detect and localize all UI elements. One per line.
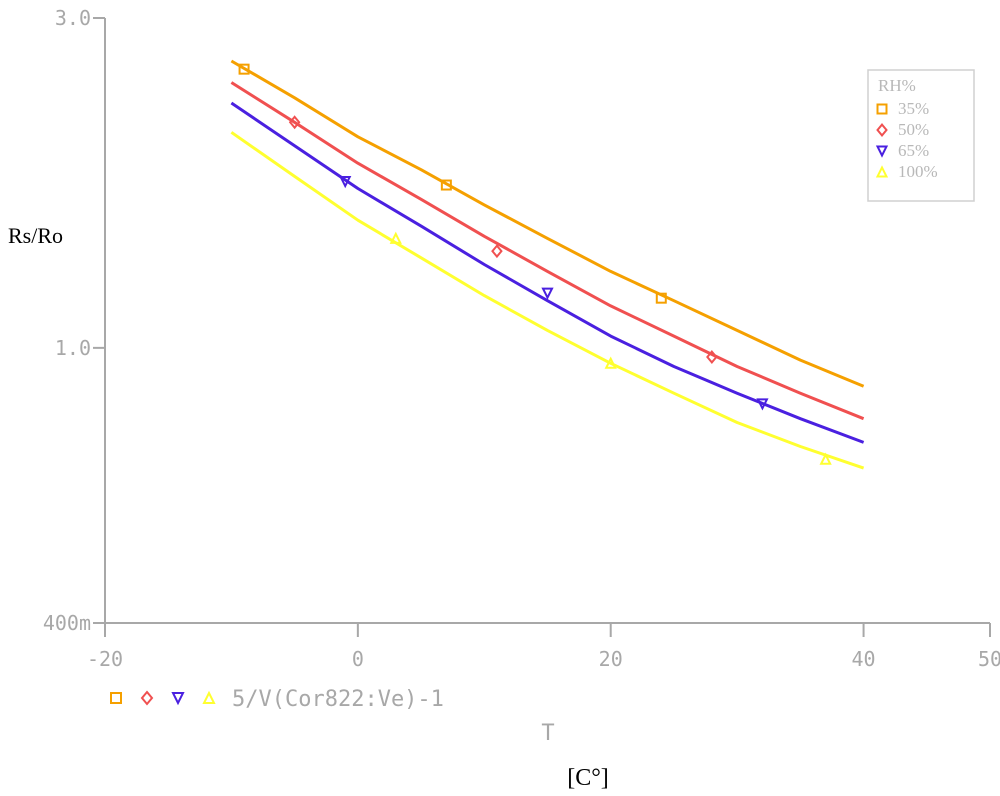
series-35pct: [230, 59, 865, 388]
axes-layer: 3.0 1.0 400m -20 0 20 40 50 Rs/Ro: [8, 6, 1000, 671]
data-point: [819, 452, 832, 465]
data-point: [440, 179, 452, 191]
data-point: [706, 350, 718, 364]
legend-entry: 50%: [898, 120, 929, 139]
legend-entry: 100%: [898, 162, 938, 181]
x-tick-label: 50: [978, 647, 1000, 671]
data-point: [756, 398, 769, 411]
x-tick-label: -20: [87, 647, 123, 671]
y-tick-label: 1.0: [55, 336, 91, 360]
legend-box: [867, 69, 975, 202]
footer-marker: [110, 692, 122, 704]
footer-marker: [171, 692, 185, 706]
series-50pct: [230, 81, 865, 421]
footer-marker-shape: [202, 690, 216, 704]
series-layer: [230, 59, 865, 470]
series-65pct: [230, 101, 865, 444]
legend-marker-shape: [875, 145, 889, 158]
data-point: [389, 231, 402, 244]
y-tick-label: 3.0: [55, 6, 91, 30]
footer-marker-shape: [110, 692, 122, 704]
legend-entry: 35%: [898, 99, 929, 118]
x-axis-unit: [C°]: [567, 765, 609, 791]
legend-marker: [875, 165, 889, 178]
legend-marker-shape: [876, 103, 888, 115]
series-line: [230, 59, 865, 388]
series-100pct: [230, 131, 865, 470]
legend-title: RH%: [878, 76, 916, 95]
legend-marker: [876, 103, 888, 115]
legend-entry: 65%: [898, 141, 929, 160]
footer-marker-shape: [171, 692, 185, 706]
x-tick-label: 0: [352, 647, 364, 671]
x-tick-label: 40: [852, 647, 876, 671]
data-point: [655, 292, 667, 304]
legend-marker: [876, 123, 888, 137]
footer-expression: 5/V(Cor822:Ve)-1: [232, 687, 444, 712]
legend-layer: RH% 35% 50% 65% 100%: [867, 69, 975, 202]
footer-layer: 5/V(Cor822:Ve)-1 T [C°]: [110, 687, 609, 791]
y-tick-label: 400m: [43, 611, 91, 635]
data-point: [339, 176, 352, 189]
legend-marker-shape: [875, 165, 889, 178]
data-point: [541, 287, 554, 300]
legend-marker: [875, 145, 889, 158]
data-point: [238, 63, 250, 75]
data-point: [491, 244, 503, 259]
x-axis-label: T: [541, 721, 554, 746]
footer-marker-shape: [140, 690, 154, 706]
data-point: [288, 115, 301, 130]
data-point: [604, 356, 617, 369]
legend-marker-shape: [876, 123, 888, 137]
y-axis-label: Rs/Ro: [8, 223, 63, 248]
footer-marker: [140, 690, 154, 706]
footer-marker: [202, 690, 216, 704]
series-line: [230, 131, 865, 470]
series-line: [230, 81, 865, 421]
x-tick-label: 20: [599, 647, 623, 671]
